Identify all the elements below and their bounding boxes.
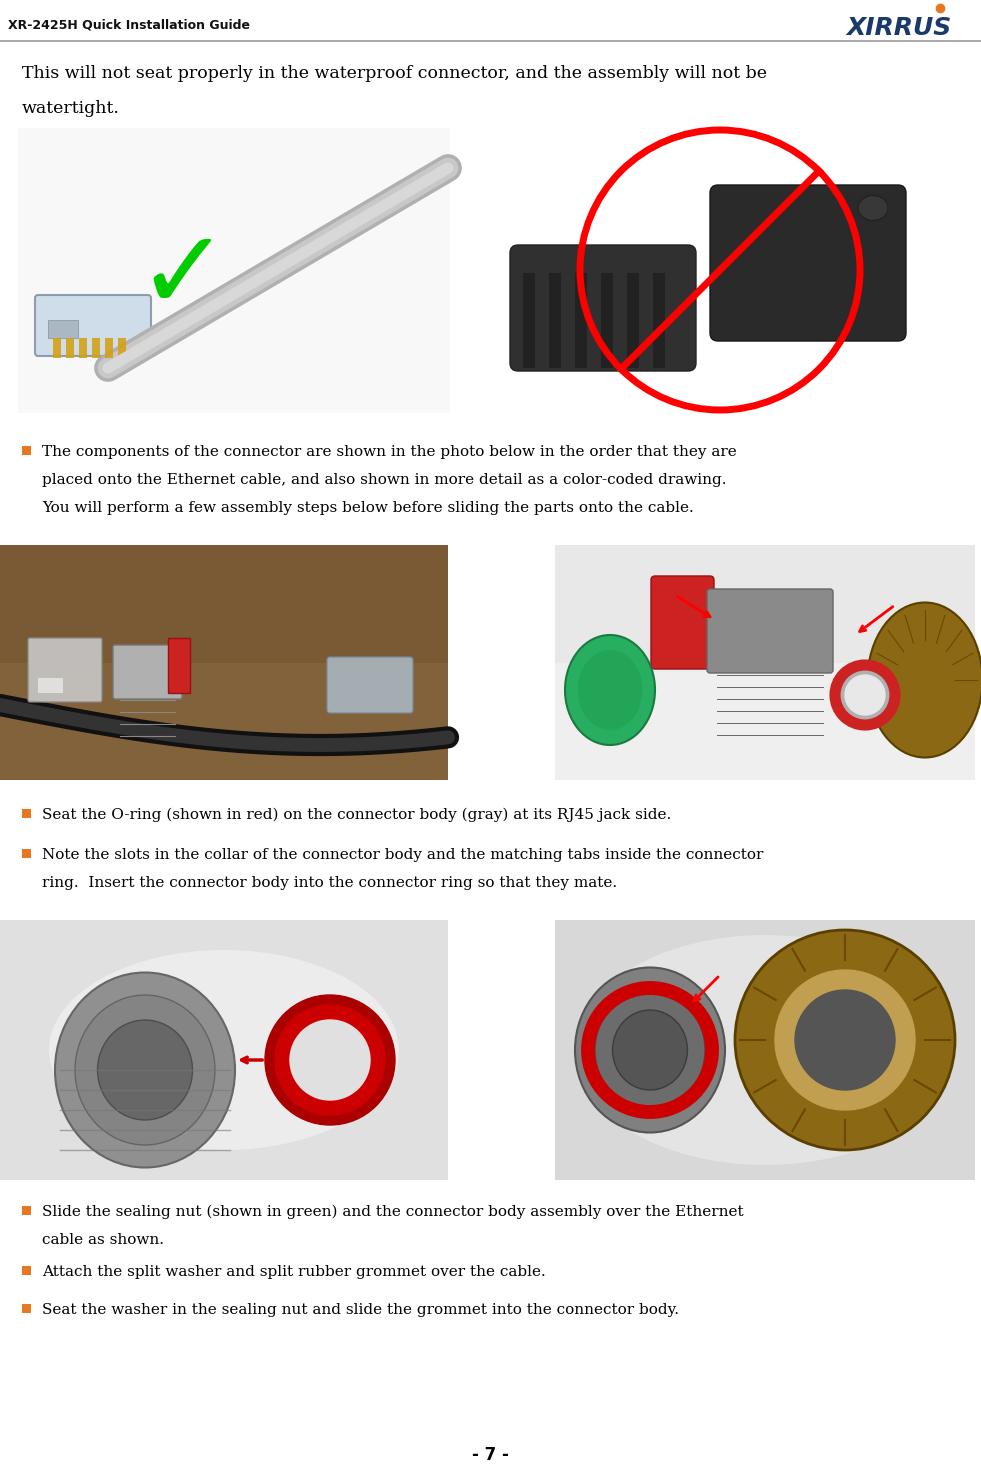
Bar: [105, 339, 113, 358]
FancyBboxPatch shape: [707, 589, 833, 673]
Bar: [22, 447, 31, 456]
Bar: [22, 809, 31, 818]
Bar: [79, 339, 87, 358]
Bar: [18, 129, 450, 413]
Text: ✓: ✓: [136, 225, 230, 331]
Ellipse shape: [575, 935, 955, 1165]
Bar: [523, 274, 535, 368]
Bar: [0, 920, 448, 1180]
Bar: [0, 544, 448, 779]
FancyBboxPatch shape: [327, 657, 413, 713]
Bar: [549, 274, 561, 368]
Text: Slide the sealing nut (shown in green) and the connector body assembly over the : Slide the sealing nut (shown in green) a…: [42, 1205, 744, 1219]
FancyBboxPatch shape: [113, 645, 182, 700]
Bar: [22, 1205, 31, 1216]
Ellipse shape: [49, 950, 399, 1151]
Circle shape: [833, 663, 897, 728]
Bar: [22, 1266, 31, 1275]
Circle shape: [290, 1021, 370, 1100]
Text: Seat the O-ring (shown in red) on the connector body (gray) at its RJ45 jack sid: Seat the O-ring (shown in red) on the co…: [42, 808, 671, 822]
FancyBboxPatch shape: [28, 637, 102, 703]
Text: watertight.: watertight.: [22, 101, 120, 117]
Bar: [498, 129, 963, 413]
Text: The components of the connector are shown in the photo below in the order that t: The components of the connector are show…: [42, 445, 737, 458]
Ellipse shape: [97, 1021, 192, 1120]
Bar: [168, 637, 190, 694]
FancyBboxPatch shape: [651, 575, 714, 669]
Ellipse shape: [595, 989, 705, 1111]
Text: ring.  Insert the connector body into the connector ring so that they mate.: ring. Insert the connector body into the…: [42, 876, 617, 890]
Ellipse shape: [867, 602, 981, 757]
Bar: [0, 40, 981, 41]
Circle shape: [775, 970, 915, 1111]
Text: cable as shown.: cable as shown.: [42, 1233, 164, 1247]
Bar: [555, 663, 975, 779]
FancyBboxPatch shape: [510, 246, 696, 371]
Bar: [555, 920, 975, 1180]
Ellipse shape: [735, 930, 955, 1151]
Text: Attach the split washer and split rubber grommet over the cable.: Attach the split washer and split rubber…: [42, 1265, 545, 1279]
Bar: [22, 1304, 31, 1313]
Text: - 7 -: - 7 -: [472, 1446, 508, 1464]
FancyBboxPatch shape: [35, 294, 151, 356]
Bar: [53, 339, 61, 358]
Circle shape: [795, 989, 895, 1090]
Bar: [575, 274, 587, 368]
Bar: [38, 677, 63, 694]
Bar: [555, 544, 975, 779]
Bar: [627, 274, 639, 368]
Text: XIRRUS: XIRRUS: [847, 16, 952, 40]
Text: This will not seat properly in the waterproof connector, and the assembly will n: This will not seat properly in the water…: [22, 65, 767, 81]
Ellipse shape: [578, 649, 643, 731]
Circle shape: [265, 995, 395, 1126]
Circle shape: [275, 1006, 385, 1115]
Ellipse shape: [612, 1010, 688, 1090]
Text: placed onto the Ethernet cable, and also shown in more detail as a color-coded d: placed onto the Ethernet cable, and also…: [42, 473, 727, 487]
Bar: [0, 0, 981, 40]
Text: Note the slots in the collar of the connector body and the matching tabs inside : Note the slots in the collar of the conn…: [42, 847, 763, 862]
Ellipse shape: [55, 973, 235, 1167]
Ellipse shape: [75, 995, 215, 1145]
Bar: [601, 274, 613, 368]
Bar: [92, 339, 100, 358]
Bar: [0, 663, 448, 779]
Text: You will perform a few assembly steps below before sliding the parts onto the ca: You will perform a few assembly steps be…: [42, 501, 694, 515]
Ellipse shape: [858, 195, 888, 220]
Bar: [48, 319, 78, 339]
Text: XR-2425H Quick Installation Guide: XR-2425H Quick Installation Guide: [8, 19, 250, 31]
Bar: [653, 274, 665, 368]
Text: Seat the washer in the sealing nut and slide the grommet into the connector body: Seat the washer in the sealing nut and s…: [42, 1303, 679, 1316]
Ellipse shape: [575, 967, 725, 1133]
Circle shape: [292, 1022, 368, 1097]
Bar: [118, 339, 126, 358]
Bar: [66, 339, 74, 358]
FancyBboxPatch shape: [710, 185, 906, 342]
Ellipse shape: [565, 634, 655, 745]
Circle shape: [845, 674, 885, 714]
Bar: [22, 849, 31, 858]
